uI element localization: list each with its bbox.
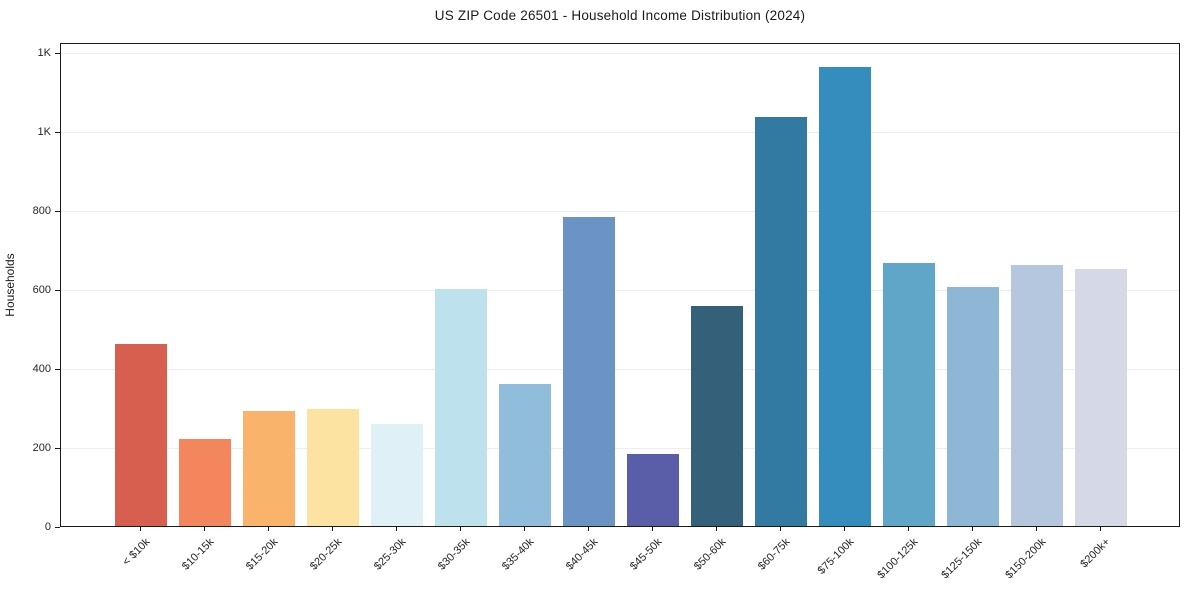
x-tick-label: $20-25k xyxy=(307,536,345,573)
gridline-200 xyxy=(61,448,1179,450)
x-tick-mark xyxy=(1100,527,1101,531)
bar-25-30k xyxy=(371,424,423,526)
x-tick-label: $30-35k xyxy=(435,536,473,573)
x-tick-mark xyxy=(588,527,589,531)
x-tick-label: $150-200k xyxy=(1003,536,1049,582)
y-tick-mark xyxy=(55,131,60,133)
bar-60-75k xyxy=(755,116,807,526)
gridline-800 xyxy=(61,211,1179,213)
x-tick-label: $125-150k xyxy=(939,536,985,582)
y-tick-mark xyxy=(55,210,60,212)
bar-20-25k xyxy=(307,409,359,526)
x-tick-label: $50-60k xyxy=(691,536,729,573)
y-tick-mark xyxy=(55,52,60,54)
bar-50-60k xyxy=(691,306,743,526)
x-tick-mark xyxy=(716,527,717,531)
bar-150-200k xyxy=(1011,265,1063,526)
x-tick-mark xyxy=(652,527,653,531)
x-tick-label: $40-45k xyxy=(563,536,601,573)
y-tick-label: 600 xyxy=(32,283,51,296)
chart-title: US ZIP Code 26501 - Household Income Dis… xyxy=(434,8,806,23)
bar-10-15k xyxy=(179,439,231,526)
x-tick-label: $60-75k xyxy=(755,536,793,573)
x-tick-mark xyxy=(204,527,205,531)
x-tick-mark xyxy=(460,527,461,531)
bar-10k xyxy=(115,344,167,526)
gridline-400 xyxy=(61,369,1179,371)
bar-125-150k xyxy=(947,287,999,526)
y-tick-mark xyxy=(55,289,60,291)
y-tick-label: 0 xyxy=(44,521,51,533)
x-tick-mark xyxy=(268,527,269,531)
x-tick-label: $75-100k xyxy=(815,536,857,577)
bar-40-45k xyxy=(563,217,615,526)
bar-45-50k xyxy=(627,453,679,526)
y-tick-label: 400 xyxy=(32,362,51,375)
plot-area xyxy=(60,43,1180,527)
bar-30-35k xyxy=(435,288,487,526)
y-tick-mark xyxy=(55,527,60,528)
gridline-1K xyxy=(61,53,1179,55)
gridline-600 xyxy=(61,290,1179,292)
bar-15-20k xyxy=(243,411,295,526)
x-tick-label: $100-125k xyxy=(875,536,921,582)
y-tick-label: 800 xyxy=(32,204,51,217)
x-tick-mark xyxy=(332,527,333,531)
y-tick-label: 1K xyxy=(37,46,51,59)
x-tick-label: $10-15k xyxy=(179,536,217,573)
x-tick-mark xyxy=(844,527,845,531)
x-tick-mark xyxy=(780,527,781,531)
y-tick-mark xyxy=(55,368,60,370)
x-tick-label: $25-30k xyxy=(371,536,409,573)
x-tick-label: < $10k xyxy=(120,536,153,569)
bar-200k xyxy=(1075,269,1127,526)
bar-100-125k xyxy=(883,262,935,526)
x-tick-mark xyxy=(972,527,973,531)
gridline-1K xyxy=(61,132,1179,134)
y-tick-label: 200 xyxy=(32,441,51,454)
y-tick-mark xyxy=(55,447,60,449)
y-tick-label: 1K xyxy=(37,125,51,138)
x-tick-mark xyxy=(396,527,397,531)
x-tick-mark xyxy=(1036,527,1037,531)
x-tick-mark xyxy=(524,527,525,531)
x-tick-mark xyxy=(908,527,909,531)
bar-75-100k xyxy=(819,66,871,526)
x-tick-label: $200k+ xyxy=(1078,536,1113,571)
x-tick-label: $15-20k xyxy=(243,536,281,573)
x-tick-mark xyxy=(140,527,141,531)
bar-35-40k xyxy=(499,384,551,526)
x-tick-label: $45-50k xyxy=(627,536,665,573)
x-tick-label: $35-40k xyxy=(499,536,537,573)
